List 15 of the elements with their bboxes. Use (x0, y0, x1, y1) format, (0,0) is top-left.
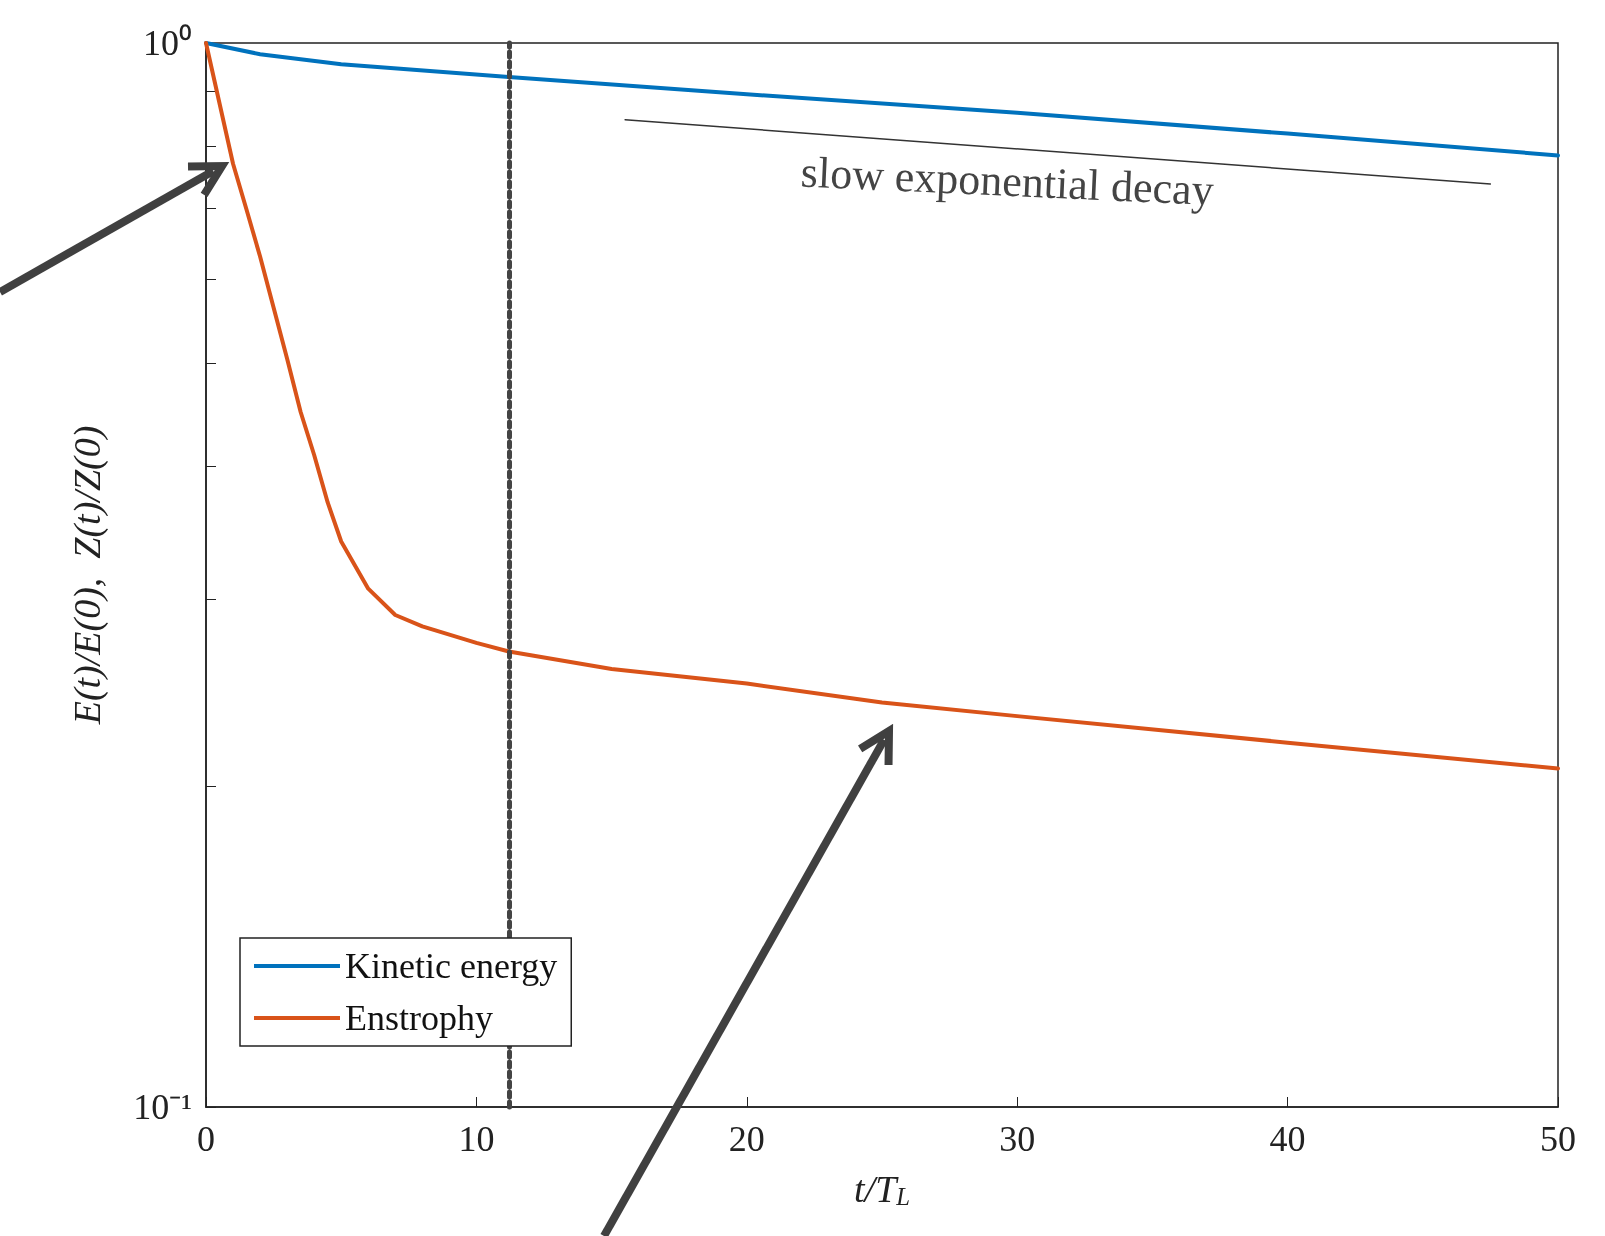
x-tick-label: 30 (999, 1119, 1036, 1159)
x-tick-label: 20 (728, 1119, 765, 1159)
y-tick-label: 10⁻¹ (133, 1087, 192, 1127)
x-tick-label: 50 (1540, 1119, 1576, 1159)
legend-label: Kinetic energy (345, 946, 558, 986)
x-tick-label: 10 (458, 1119, 495, 1159)
x-tick-label: 40 (1269, 1119, 1306, 1159)
y-axis-title: E(t)/E(0), Z(t)/Z(0) (66, 425, 109, 726)
x-axis-title: t/TL (854, 1168, 910, 1211)
y-tick-label: 10⁰ (143, 23, 192, 63)
annotation: slow exponential decay (799, 147, 1215, 216)
line-series (204, 41, 1560, 158)
legend-label: Enstrophy (345, 998, 493, 1038)
x-tick-label: 0 (197, 1119, 215, 1159)
line-series (204, 41, 1560, 771)
